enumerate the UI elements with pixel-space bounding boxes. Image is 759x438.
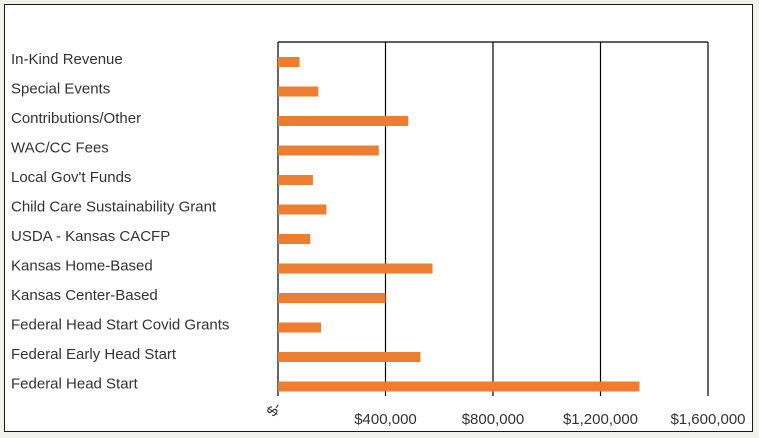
bar-5 — [278, 204, 327, 215]
category-labels: In-Kind Revenue Special Events Contributio… — [11, 51, 229, 393]
category-label-3: WAC/CC Fees — [11, 140, 109, 157]
category-label-4: Local Gov't Funds — [11, 169, 131, 186]
category-label-6: USDA - Kansas CACFP — [11, 228, 170, 245]
category-label-8: Kansas Center-Based — [11, 287, 158, 304]
x-tick-label-4: $1,600,000 — [670, 411, 745, 428]
bar-0 — [278, 57, 300, 67]
x-tick-label-2: $800,000 — [462, 411, 525, 428]
bar-3 — [278, 145, 379, 156]
bar-10 — [278, 352, 421, 362]
gridlines — [277, 41, 709, 396]
bar-1 — [278, 86, 319, 97]
bar-11 — [278, 381, 640, 392]
x-tick-label-3: $1,200,000 — [563, 411, 638, 428]
category-label-1: Special Events — [11, 81, 110, 98]
bar-8 — [278, 293, 386, 303]
category-label-2: Contributions/Other — [11, 110, 141, 127]
category-label-0: In-Kind Revenue — [11, 51, 123, 68]
bars — [278, 57, 640, 392]
category-label-7: Kansas Home-Based — [11, 258, 153, 275]
category-label-9: Federal Head Start Covid Grants — [11, 317, 229, 334]
bar-7 — [278, 263, 433, 274]
category-label-11: Federal Head Start — [11, 376, 139, 393]
bar-9 — [278, 322, 321, 333]
bar-6 — [278, 234, 311, 244]
bar-4 — [278, 175, 313, 185]
category-label-5: Child Care Sustainability Grant — [11, 199, 217, 216]
category-label-10: Federal Early Head Start — [11, 346, 177, 363]
x-tick-label-0: $- — [264, 399, 286, 420]
x-tick-label-1: $400,000 — [354, 411, 417, 428]
bar-2 — [278, 116, 409, 126]
x-axis-tick-labels: $- $400,000 $800,000 $1,200,000 $1,600,000 — [264, 399, 746, 428]
